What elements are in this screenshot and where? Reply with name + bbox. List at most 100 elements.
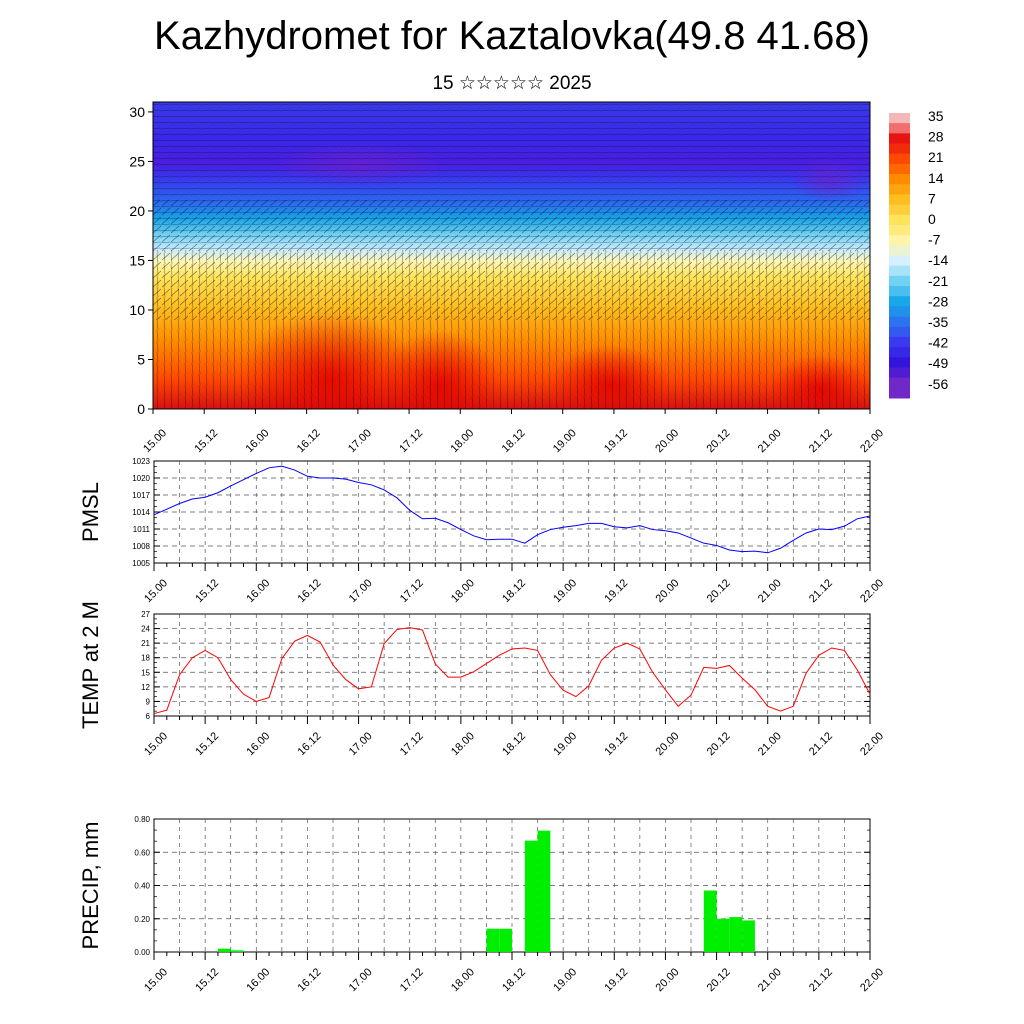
- x-tick-label: 22.00: [858, 966, 886, 994]
- y-tick-label: 20: [129, 203, 145, 219]
- x-tick-label: 15.00: [142, 730, 170, 758]
- x-tick-label: 20.00: [654, 730, 682, 758]
- y-tick-label: 0.60: [134, 848, 150, 857]
- x-tick-label: 19.12: [602, 577, 630, 605]
- x-tick-label: 18.00: [449, 730, 477, 758]
- colorbar-label: -28: [928, 293, 948, 309]
- x-tick-label: 22.00: [858, 577, 886, 605]
- x-tick-label: 17.00: [347, 966, 375, 994]
- x-tick-label: 16.12: [296, 966, 324, 994]
- precip-bar: [742, 920, 755, 952]
- x-tick-label: 19.12: [602, 427, 630, 455]
- y-tick-label: 0.00: [134, 948, 150, 957]
- colorbar-swatch: [889, 214, 910, 236]
- x-tick-label: 16.12: [295, 427, 323, 455]
- x-tick-label: 18.12: [500, 427, 528, 455]
- x-tick-label: 19.12: [602, 730, 630, 758]
- x-tick-label: 20.12: [705, 427, 733, 455]
- y-tick-label: 10: [129, 302, 145, 318]
- pmsl-series-line: [153, 465, 871, 554]
- colorbar-label: 14: [928, 170, 944, 186]
- x-tick-label: 18.12: [500, 730, 528, 758]
- colorbar-label: 21: [928, 149, 944, 165]
- y-tick-label: 0.80: [134, 815, 150, 824]
- y-tick-label: 12: [141, 683, 150, 692]
- colorbar-blend: [889, 163, 910, 185]
- colorbar-swatch: [889, 153, 910, 175]
- colorbar-label: 0: [928, 211, 936, 227]
- y-tick-label: 0.40: [134, 882, 150, 891]
- y-tick-label: 1008: [132, 542, 150, 551]
- x-tick-label: 17.00: [347, 730, 375, 758]
- x-tick-label: 17.12: [397, 427, 425, 455]
- colorbar-swatch: [889, 235, 910, 256]
- x-tick-label: 17.00: [346, 427, 374, 455]
- colorbar-blend: [889, 326, 910, 348]
- precip-bar: [524, 840, 538, 952]
- y-tick-label: 0.20: [134, 915, 150, 924]
- y-tick-label: 30: [129, 104, 145, 120]
- y-tick-label: 1014: [132, 508, 150, 517]
- colorbar-blend: [889, 306, 910, 327]
- temp-series-line: [153, 627, 871, 715]
- y-tick-label: 15: [129, 252, 145, 268]
- colorbar-swatch: [889, 133, 910, 155]
- colorbar-blend: [889, 143, 910, 164]
- colorbar-swatch: [889, 194, 910, 216]
- x-tick-label: 21.00: [756, 427, 784, 455]
- x-tick-label: 15.12: [193, 730, 221, 758]
- y-tick-label: 25: [129, 153, 145, 169]
- precip-bar: [729, 917, 743, 952]
- x-tick-label: 19.00: [551, 427, 579, 455]
- y-tick-label: 0: [137, 401, 145, 417]
- y-axis-label: PMSL: [78, 482, 103, 542]
- colorbar-swatch: [889, 174, 910, 195]
- temp-panel: 27 24 21 18 15 12 9 6 15.00 15.12 16.00 16.12 17.00 1…: [78, 601, 886, 758]
- x-tick-label: 18.12: [500, 966, 528, 994]
- x-tick-label: 16.00: [244, 730, 272, 758]
- x-tick-label: 21.12: [807, 730, 835, 758]
- colorbar-blend: [889, 204, 910, 225]
- x-tick-label: 22.00: [858, 427, 886, 455]
- cross-section-x-axis: 15.00 15.12 16.00 16.12 17.00 17.12 18.00 18.12…: [141, 409, 886, 455]
- x-tick-label: 18.00: [449, 966, 477, 994]
- x-tick-label: 18.12: [500, 577, 528, 605]
- colorbar-swatch: [889, 377, 910, 399]
- y-tick-label: 5: [137, 351, 145, 367]
- x-tick-label: 21.00: [756, 577, 784, 605]
- x-tick-label: 15.12: [192, 427, 220, 455]
- colorbar-swatch: [889, 316, 910, 338]
- x-tick-label: 22.00: [858, 730, 886, 758]
- precip-panel: 0.80 0.60 0.40 0.20 0.00 15.00 15.12 16.00 16.12…: [78, 815, 886, 994]
- x-tick-label: 20.12: [705, 966, 733, 994]
- chart-title: Kazhydromet for Kaztalovka(49.8 41.68): [154, 14, 870, 58]
- x-tick-label: 15.00: [142, 577, 170, 605]
- x-tick-label: 21.12: [807, 577, 835, 605]
- precip-bar: [230, 950, 244, 952]
- x-tick-label: 19.00: [551, 966, 579, 994]
- y-tick-label: 24: [141, 625, 150, 634]
- colorbar-swatch: [889, 275, 910, 297]
- precip-bar: [716, 918, 730, 952]
- colorbar-blend: [889, 123, 910, 144]
- x-tick-label: 19.00: [551, 730, 579, 758]
- x-tick-label: 17.12: [398, 577, 426, 605]
- x-tick-label: 17.12: [398, 730, 426, 758]
- colorbar-label: -56: [928, 376, 948, 392]
- cross-section-panel: [153, 102, 870, 409]
- precip-bar: [486, 928, 500, 952]
- precip-bar: [537, 830, 551, 952]
- colorbar-label: -7: [928, 232, 941, 248]
- colorbar-label: 35: [928, 108, 944, 124]
- colorbar-blend: [889, 245, 910, 266]
- x-tick-label: 16.12: [296, 730, 324, 758]
- wind-vectors-lower: [153, 250, 870, 409]
- colorbar-swatch: [889, 336, 910, 358]
- y-tick-label: 18: [141, 654, 150, 663]
- x-tick-label: 16.00: [244, 966, 272, 994]
- colorbar-label: -21: [928, 273, 948, 289]
- x-tick-label: 16.00: [244, 427, 272, 455]
- x-tick-label: 15.00: [142, 966, 170, 994]
- colorbar-swatch: [889, 113, 910, 134]
